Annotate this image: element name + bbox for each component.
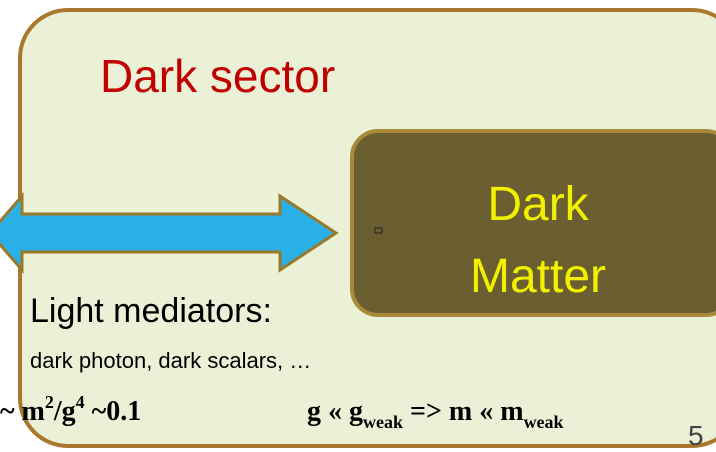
page-number: 5 xyxy=(688,420,704,451)
box-line2: Matter xyxy=(470,250,606,303)
formula-sup: 4 xyxy=(76,392,85,412)
small-marker xyxy=(374,227,383,234)
formula-sub: weak xyxy=(363,412,403,432)
formula-part: g « g xyxy=(307,396,363,427)
mediators-heading: Light mediators: xyxy=(30,292,272,330)
formula-part: ~0.1 xyxy=(85,396,142,427)
formula-part: => m « m xyxy=(403,396,524,427)
formula-sup: 2 xyxy=(45,392,54,412)
formula-part: /g xyxy=(53,396,76,427)
dark-matter-box xyxy=(350,129,716,317)
mediators-examples: dark photon, dark scalars, … xyxy=(30,348,311,373)
double-arrow xyxy=(0,191,339,275)
box-line1: Dark xyxy=(487,178,589,231)
formula-sub: weak xyxy=(524,412,564,432)
formula-right: g « gweak => m « mweak xyxy=(272,396,585,435)
formula-part: ~ m xyxy=(0,396,45,427)
title: Dark sector xyxy=(100,50,335,102)
formula-left: ~ m2/g4 ~0.1 xyxy=(0,392,141,427)
